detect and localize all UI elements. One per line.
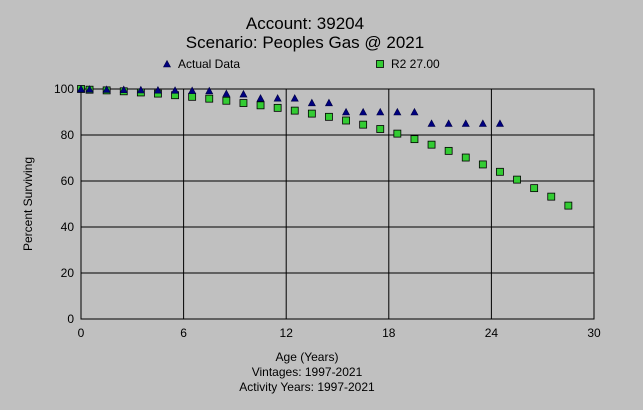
x-tick-label: 24 [485, 326, 499, 340]
actual-data-point [376, 107, 385, 116]
actual-data-point [136, 85, 145, 94]
legend: Actual Data R2 27.00 [162, 57, 440, 71]
actual-data-point [102, 85, 111, 93]
axis-ticks: 0 20 40 60 80 100 0 6 12 18 24 30 [54, 82, 601, 340]
actual-data-point [495, 119, 504, 127]
legend-label: Actual Data [178, 57, 240, 71]
r2-curve-point [256, 101, 265, 110]
actual-data-point [119, 85, 128, 93]
r2-curve-point [393, 129, 402, 138]
activity-years-label: Activity Years: 1997-2021 [239, 380, 375, 394]
actual-data-point [256, 94, 265, 102]
actual-data-point [427, 119, 436, 127]
actual-data-point [461, 119, 470, 127]
r2-curve-point [496, 167, 504, 176]
r2-curve-point [564, 201, 573, 210]
r2-curve-point [444, 146, 453, 155]
actual-data-point [273, 94, 282, 102]
actual-data-point [359, 107, 368, 116]
r2-curve-point [530, 184, 539, 193]
r2-curve-point [239, 99, 248, 107]
actual-data-point [85, 85, 94, 93]
legend-triangle-marker [162, 59, 172, 68]
r2-curve-point [325, 112, 333, 121]
x-tick-label: 18 [382, 326, 396, 340]
r2-curve-point [513, 175, 521, 184]
x-tick-label: 0 [78, 326, 85, 340]
actual-data-point [307, 98, 316, 107]
r2-curve-point [342, 116, 350, 125]
actual-data-point [410, 107, 419, 116]
y-axis-label: Percent Surviving [21, 157, 35, 251]
r2-curve-point [410, 135, 419, 144]
actual-data-point [393, 107, 402, 116]
r2-curve-point [290, 106, 299, 115]
actual-data-point [205, 86, 214, 95]
x-tick-label: 30 [587, 326, 601, 340]
actual-data-point [324, 98, 333, 107]
x-tick-label: 12 [280, 326, 294, 340]
y-tick-label: 20 [61, 266, 75, 280]
r2-curve-point [188, 92, 197, 101]
actual-data-point [290, 94, 299, 102]
r2-curve-point [461, 153, 470, 162]
r2-curve-point [427, 140, 436, 149]
actual-data-point [239, 89, 248, 98]
r2-curve-point [376, 125, 385, 133]
actual-data-point [478, 119, 487, 127]
y-tick-label: 60 [61, 174, 75, 188]
r2-curve-point [547, 192, 556, 201]
plot-area [80, 88, 595, 320]
y-tick-label: 0 [67, 312, 74, 326]
data-points [76, 84, 573, 210]
r2-curve-point [307, 109, 316, 118]
y-tick-label: 40 [61, 220, 75, 234]
actual-data-point [171, 86, 180, 94]
actual-data-point [222, 89, 231, 97]
r2-curve-point [359, 120, 368, 129]
r2-curve-point [273, 103, 282, 112]
chart-title: Account: 39204 [246, 14, 364, 33]
actual-data-point [153, 86, 162, 94]
actual-data-point [342, 107, 351, 116]
r2-curve-point [222, 96, 231, 105]
y-tick-label: 80 [61, 128, 75, 142]
gridlines [81, 89, 594, 319]
legend-square-marker [376, 60, 384, 68]
r2-curve-point [478, 160, 487, 169]
actual-data-point [76, 84, 86, 93]
x-axis-label: Age (Years) [276, 350, 339, 364]
y-tick-label: 100 [54, 82, 74, 96]
r2-curve-point [205, 94, 214, 103]
actual-data-point [188, 86, 197, 94]
vintages-label: Vintages: 1997-2021 [252, 365, 363, 379]
x-tick-label: 6 [180, 326, 187, 340]
actual-data-point [444, 119, 453, 127]
legend-label: R2 27.00 [391, 57, 440, 71]
chart-subtitle: Scenario: Peoples Gas @ 2021 [186, 33, 424, 52]
